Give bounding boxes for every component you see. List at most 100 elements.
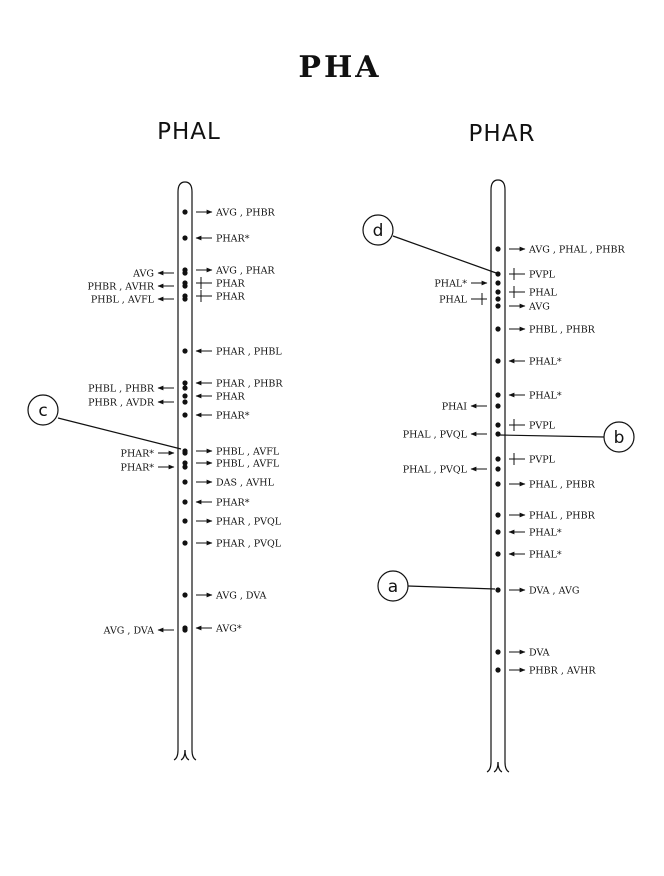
synapse-label: PHAR (216, 279, 246, 290)
synapse-label: PHBR , AVHR (529, 666, 596, 677)
synapse-label: PHAR , PHBL (216, 347, 282, 358)
synapse-dot (182, 499, 188, 505)
callout-c: c (27, 394, 182, 450)
synapse-label: DAS , AVHL (216, 478, 275, 489)
synapse-label: AVG* (215, 624, 242, 635)
synapse-dot (495, 403, 501, 409)
synapse-label: AVG , PHAR (215, 266, 275, 277)
synapse-dot (495, 466, 501, 472)
synapse: PHBL , AVFL (182, 459, 280, 470)
synapse-dot (182, 380, 188, 386)
synapse-dot (495, 529, 501, 535)
synapse-label: DVA , AVG (529, 586, 579, 597)
synapse: DVA (495, 648, 550, 659)
synapse-dot (495, 587, 501, 593)
synapse-label: PHBR , AVHR (87, 282, 154, 293)
callout-letter: c (38, 401, 47, 421)
synapse-label: PHAR* (121, 463, 155, 474)
phar-synapses: AVG , PHAL , PHBR PVPL PHAL AVG PHAL* PHAL PHB… (403, 245, 626, 677)
page-title: PHA (298, 50, 381, 85)
synapse-label: PHAR , PVQL (216, 517, 282, 528)
callout-letter: b (614, 428, 625, 448)
synapse-dot (182, 412, 188, 418)
synapse-label: PHAL , PVQL (403, 465, 468, 476)
synapse-label: PHAL (529, 288, 558, 299)
synapse-label: PHAI (442, 402, 468, 413)
phar-process (486, 179, 510, 773)
synapse-dot (182, 209, 188, 215)
synapse: PVPL (495, 453, 556, 466)
synapse: PHBL , AVFL (182, 447, 280, 458)
synapse-label: PHAR* (216, 234, 250, 245)
synapse-dot (182, 518, 188, 524)
callout-d: d (362, 214, 500, 275)
synapse: AVG (132, 269, 188, 280)
synapse-label: PHAL , PHBR (529, 511, 596, 522)
synapse-dot (495, 481, 501, 487)
synapse: PHAL , PHBR (495, 511, 596, 522)
synapse: AVG , PHAR (182, 266, 275, 277)
synapse-dot (495, 326, 501, 332)
synapse: PHAI (442, 402, 501, 413)
callout-letter: d (373, 221, 384, 241)
synapse-label: PHAL* (529, 391, 562, 402)
synapse-label: PHAR* (216, 411, 250, 422)
synapse-dot (182, 393, 188, 399)
synapse-label: AVG (132, 269, 154, 280)
synapse: PHBL , AVFL (91, 295, 188, 306)
synapse-dot (495, 422, 501, 428)
synapse: PHAR (182, 392, 246, 403)
synapse-dot (182, 270, 188, 276)
synapse-dot (182, 464, 188, 470)
synapse-dot (495, 456, 501, 462)
phal-process (173, 181, 197, 761)
synapse-dot (182, 450, 188, 456)
synapse-label: AVG , PHAL , PHBR (528, 245, 625, 256)
synapse-dot (495, 431, 501, 437)
synapse-dot (182, 296, 188, 302)
synapse-label: PHAR* (216, 498, 250, 509)
synapse-label: PHAR , PVQL (216, 539, 282, 550)
synapse-dot (495, 246, 501, 252)
synapse: AVG , DVA (182, 591, 267, 602)
synapse-dot (182, 385, 188, 391)
synapse-dot (495, 289, 501, 295)
synapse: PHAL* (495, 528, 562, 539)
synapse-label: PHAL , PHBR (529, 480, 596, 491)
synapse-label: PHBL , PHBR (88, 384, 155, 395)
synapse: PHBR , AVHR (495, 666, 596, 677)
synapse-label: PVPL (529, 270, 556, 281)
synapse: AVG , PHAL , PHBR (495, 245, 625, 256)
synapse-label: PHBL , PHBR (529, 325, 596, 336)
synapse-dot (495, 296, 501, 302)
synapse: PHAR* (182, 234, 250, 245)
phal-synapses: AVG , PHBR PHAR* AVG , PHAR PHAR PHAR AVG PHBR… (87, 208, 283, 637)
synapse: PHAL , PVQL (403, 430, 501, 441)
synapse-label: PHAL* (434, 279, 467, 290)
synapse-label: PHAR (216, 292, 246, 303)
synapse-label: PHAR , PHBR (216, 379, 283, 390)
synapse: AVG , PHBR (182, 208, 276, 219)
synapse-label: PHBL , AVFL (216, 447, 280, 458)
synapse-label: PHBL , AVFL (216, 459, 280, 470)
callout-letter: a (388, 577, 398, 597)
synapse-dot (495, 649, 501, 655)
synapse-label: PHAL (439, 295, 468, 306)
synapse-label: PVPL (529, 455, 556, 466)
left-heading: PHAL (157, 119, 221, 145)
synapse-label: PHAR (216, 392, 246, 403)
synapse: PHBR , AVHR (87, 282, 188, 293)
synapse: DVA , AVG (495, 586, 579, 597)
synapse-label: PHAL* (529, 357, 562, 368)
synapse-dot (495, 392, 501, 398)
synapse-dot (182, 592, 188, 598)
synapse: PHAR* (182, 498, 250, 509)
synapse-dot (182, 479, 188, 485)
synapse-dot (495, 280, 501, 286)
synapse: PHAR , PHBR (182, 379, 283, 390)
synapse: PHAR , PVQL (182, 539, 282, 550)
synapse: PVPL (495, 419, 556, 432)
synapse-dot (182, 627, 188, 633)
synapse: AVG (495, 302, 550, 313)
